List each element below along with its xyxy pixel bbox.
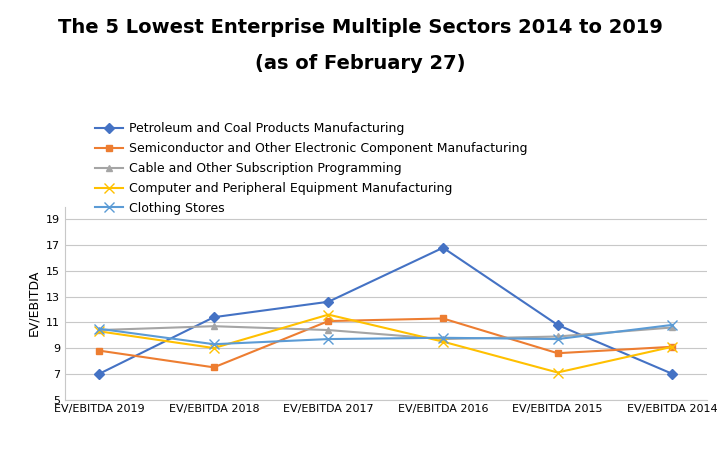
- Computer and Peripheral Equipment Manufacturing: [95, 329, 104, 334]
- Cable and Other Subscription Programming: [95, 327, 104, 333]
- Clothing Stores: [438, 335, 447, 340]
- Cable and Other Subscription Programming: [210, 324, 218, 329]
- Cable and Other Subscription Programming: [553, 334, 562, 339]
- Line: Clothing Stores: Clothing Stores: [94, 320, 677, 349]
- Computer and Peripheral Equipment Manufacturing: [553, 370, 562, 375]
- Cable and Other Subscription Programming: [438, 336, 447, 342]
- Petroleum and Coal Products Manufacturing: [210, 315, 218, 320]
- Petroleum and Coal Products Manufacturing: [95, 371, 104, 376]
- Clothing Stores: [668, 322, 676, 328]
- Line: Cable and Other Subscription Programming: Cable and Other Subscription Programming: [96, 323, 676, 342]
- Y-axis label: EV/EBITDA: EV/EBITDA: [27, 270, 40, 336]
- Clothing Stores: [324, 336, 333, 342]
- Computer and Peripheral Equipment Manufacturing: [438, 339, 447, 345]
- Text: (as of February 27): (as of February 27): [255, 54, 466, 74]
- Legend: Petroleum and Coal Products Manufacturing, Semiconductor and Other Electronic Co: Petroleum and Coal Products Manufacturin…: [93, 120, 530, 217]
- Petroleum and Coal Products Manufacturing: [324, 299, 333, 305]
- Petroleum and Coal Products Manufacturing: [668, 371, 676, 376]
- Line: Petroleum and Coal Products Manufacturing: Petroleum and Coal Products Manufacturin…: [96, 244, 676, 377]
- Clothing Stores: [553, 336, 562, 342]
- Petroleum and Coal Products Manufacturing: [438, 245, 447, 251]
- Line: Semiconductor and Other Electronic Component Manufacturing: Semiconductor and Other Electronic Compo…: [96, 315, 676, 371]
- Semiconductor and Other Electronic Component Manufacturing: [210, 365, 218, 370]
- Semiconductor and Other Electronic Component Manufacturing: [553, 350, 562, 356]
- Computer and Peripheral Equipment Manufacturing: [324, 312, 333, 317]
- Petroleum and Coal Products Manufacturing: [553, 322, 562, 328]
- Clothing Stores: [95, 326, 104, 331]
- Semiconductor and Other Electronic Component Manufacturing: [438, 316, 447, 321]
- Cable and Other Subscription Programming: [668, 325, 676, 330]
- Clothing Stores: [210, 341, 218, 347]
- Semiconductor and Other Electronic Component Manufacturing: [95, 348, 104, 353]
- Computer and Peripheral Equipment Manufacturing: [210, 345, 218, 351]
- Line: Computer and Peripheral Equipment Manufacturing: Computer and Peripheral Equipment Manufa…: [94, 310, 677, 377]
- Semiconductor and Other Electronic Component Manufacturing: [668, 344, 676, 350]
- Semiconductor and Other Electronic Component Manufacturing: [324, 318, 333, 324]
- Cable and Other Subscription Programming: [324, 327, 333, 333]
- Text: The 5 Lowest Enterprise Multiple Sectors 2014 to 2019: The 5 Lowest Enterprise Multiple Sectors…: [58, 18, 663, 37]
- Computer and Peripheral Equipment Manufacturing: [668, 344, 676, 350]
